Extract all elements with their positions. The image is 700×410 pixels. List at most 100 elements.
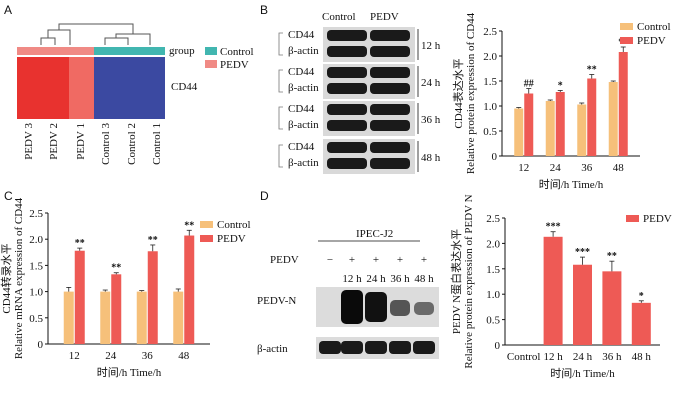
- blot-protein-label: β-actin: [288, 45, 319, 57]
- y-axis-label-en: Relative mRNA expression of CD44: [13, 197, 25, 359]
- bar: [577, 104, 587, 156]
- col-label: Control 3: [100, 123, 112, 165]
- lane-time-label: 12 h: [342, 273, 362, 285]
- blot-bracket: [278, 106, 283, 130]
- legend-swatch: [620, 23, 633, 30]
- bar: [555, 92, 565, 156]
- x-axis-label: 时间/h Time/h: [550, 367, 615, 380]
- y-tick-label: 0: [38, 339, 44, 351]
- col-label: PEDV 3: [23, 123, 35, 160]
- x-tick-label: 24: [550, 162, 562, 174]
- blot-band: [327, 67, 367, 78]
- blot-time-label: 48 h: [421, 152, 441, 164]
- bar: [631, 302, 651, 345]
- blot-band: [327, 83, 367, 94]
- bar: [545, 101, 555, 156]
- bar: [147, 251, 158, 344]
- col-label: PEDV 1: [75, 123, 87, 160]
- chart-b: 00.51.01.52.02.512##24*36**48**CD44表达水平R…: [451, 12, 671, 191]
- x-tick-label: 48 h: [632, 351, 652, 363]
- lane-time-label: 48 h: [414, 273, 434, 285]
- blot-header-control: Control: [322, 11, 356, 23]
- cell-line-label: IPEC-J2: [356, 228, 393, 240]
- bar: [74, 250, 85, 344]
- blot-band: [370, 104, 410, 115]
- y-tick-label: 0.5: [29, 313, 43, 325]
- chart-c: 0 0.5 1.0 1.5 2.0 2.5 12 ** 24 ** 36 ** 48 ** CD44转录水平…: [0, 197, 251, 379]
- panel-b-blots: CD44 β-actin 12 h CD44 β-actin 24 h CD44 β-acti…: [278, 27, 441, 174]
- x-tick-label: Control: [507, 351, 541, 363]
- blot-band: [370, 83, 410, 94]
- blot-protein-label: CD44: [288, 103, 315, 115]
- blot-protein-label: CD44: [288, 141, 315, 153]
- panel-d-label: D: [260, 189, 269, 203]
- pedv-sign: +: [349, 254, 355, 266]
- actin-band: [319, 341, 341, 354]
- significance-mark: ##: [524, 79, 534, 90]
- blot-protein-label: β-actin: [288, 82, 319, 94]
- y-tick-label: 2.5: [29, 208, 43, 220]
- blot-band: [327, 120, 367, 131]
- significance-mark: *: [639, 291, 644, 302]
- bar: [184, 235, 195, 344]
- y-tick-label: 2.5: [483, 26, 497, 38]
- x-axis-label: 时间/h Time/h: [97, 366, 162, 379]
- lane-time-label: 36 h: [390, 273, 410, 285]
- x-tick-label: 24 h: [573, 351, 593, 363]
- bar: [514, 108, 524, 156]
- pedv-n-band: [341, 290, 363, 324]
- blot-bracket: [278, 144, 283, 168]
- bar: [63, 291, 74, 344]
- blot-bracket: [278, 32, 283, 56]
- blot-band: [370, 67, 410, 78]
- y-tick-label: 1.0: [29, 287, 43, 299]
- legend-label: PEDV: [637, 35, 666, 47]
- blot-band: [370, 46, 410, 57]
- blot-protein-label: CD44: [288, 29, 315, 41]
- blot-band: [327, 104, 367, 115]
- heat-cell-pedv3-pedv2: [17, 57, 69, 119]
- legend-swatch-pedv: [205, 60, 217, 68]
- blot-band: [370, 30, 410, 41]
- bar: [173, 291, 184, 344]
- pedv-row-label: PEDV: [270, 254, 299, 266]
- significance-mark: **: [148, 235, 158, 246]
- y-tick-label: 1.5: [483, 76, 497, 88]
- y-tick-label: 2.0: [483, 51, 497, 63]
- y-tick-label: 1.5: [29, 260, 43, 272]
- y-tick-label: 2.0: [486, 238, 500, 250]
- blot-bracket: [278, 69, 283, 93]
- x-tick-label: 36: [581, 162, 593, 174]
- pedv-sign: +: [421, 254, 427, 266]
- bar: [618, 52, 628, 156]
- group-bar-control: [94, 47, 165, 55]
- pedv-sign: +: [373, 254, 379, 266]
- significance-mark: **: [587, 65, 597, 76]
- y-axis-label-en: Relative protein expression of PEDV N: [463, 194, 475, 368]
- blot-band: [370, 120, 410, 131]
- x-tick-label: 12 h: [543, 351, 563, 363]
- blot-time-label: 24 h: [421, 77, 441, 89]
- blot-band: [327, 142, 367, 153]
- blot-protein-label: CD44: [288, 66, 315, 78]
- y-tick-label: 0: [495, 340, 501, 352]
- significance-mark: *: [558, 81, 563, 92]
- y-tick-label: 0.5: [486, 315, 500, 327]
- panel-c-label: C: [4, 189, 13, 203]
- x-tick-label: 12: [518, 162, 529, 174]
- pedv-n-band: [365, 292, 387, 322]
- x-axis-label: 时间/h Time/h: [539, 178, 604, 191]
- group-title: group: [169, 45, 195, 57]
- actin-band: [341, 341, 363, 354]
- pedv-sign: −: [327, 254, 333, 266]
- legend-label: PEDV: [217, 233, 246, 245]
- blot-protein-label: β-actin: [288, 157, 319, 169]
- heatmap-row-label: CD44: [171, 81, 198, 93]
- blot-time-label: 12 h: [421, 40, 441, 52]
- blot-band: [327, 30, 367, 41]
- blot-protein-label: β-actin: [288, 119, 319, 131]
- bar: [543, 236, 563, 345]
- heat-cell-controls: [94, 57, 165, 119]
- col-label: Control 2: [126, 123, 138, 165]
